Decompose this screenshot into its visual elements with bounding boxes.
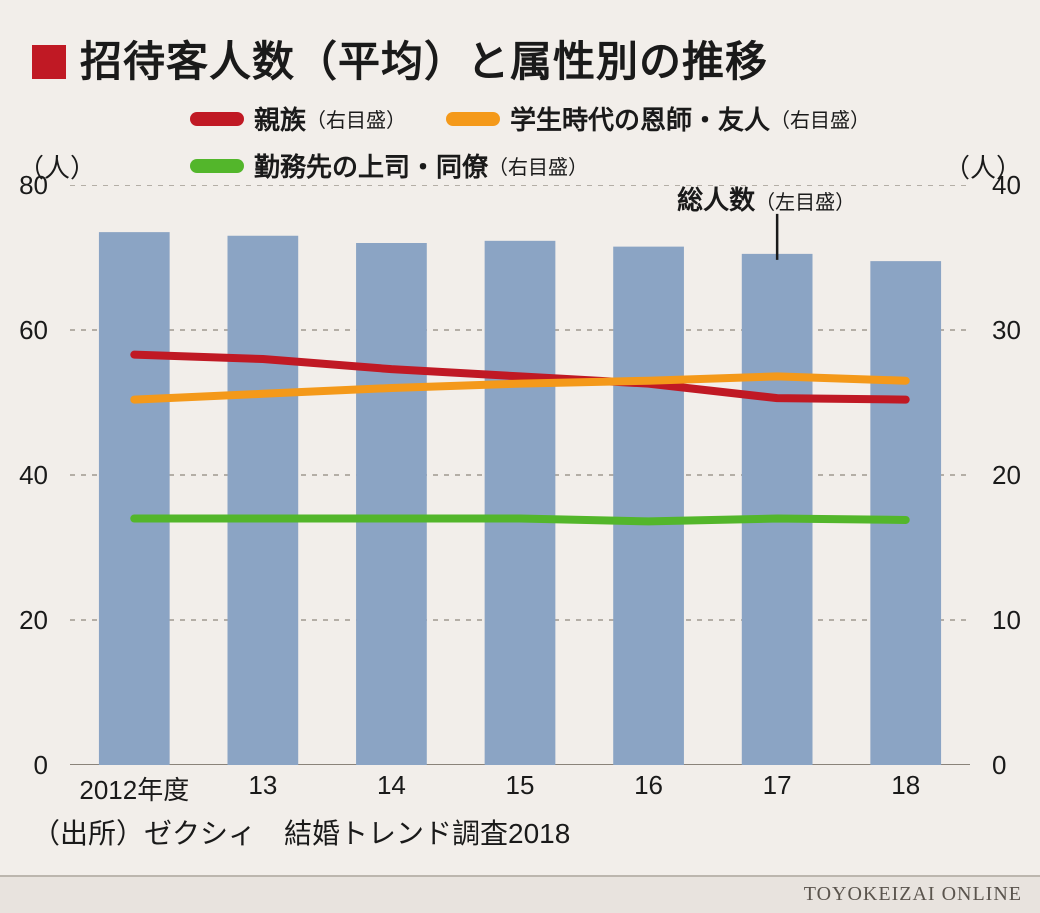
legend-item: 学生時代の恩師・友人（右目盛） (446, 100, 870, 137)
y-right-tick: 0 (992, 750, 1040, 781)
page: 招待客人数（平均）と属性別の推移 親族（右目盛）学生時代の恩師・友人（右目盛）勤… (0, 0, 1040, 913)
bar-annotation-label: 総人数 (677, 185, 755, 215)
legend-label: 親族 (254, 100, 306, 137)
chart-svg (70, 185, 970, 765)
bar-annotation-note: （左目盛） (755, 192, 855, 214)
x-tick: 18 (891, 770, 920, 801)
right-axis-labels: 010203040 (980, 185, 1040, 765)
bar-annotation: 総人数（左目盛） (677, 180, 855, 217)
y-left-tick: 0 (0, 750, 48, 781)
x-tick: 2012年度 (79, 770, 189, 807)
left-axis-labels: 020406080 (0, 185, 60, 765)
legend-swatch-icon (446, 112, 500, 126)
legend-note: （右目盛） (306, 104, 406, 133)
chart-area (70, 185, 970, 765)
legend-item: 勤務先の上司・同僚（右目盛） (190, 147, 588, 184)
legend-note: （右目盛） (770, 104, 870, 133)
chart-title-row: 招待客人数（平均）と属性別の推移 (32, 28, 768, 89)
legend-swatch-icon (190, 159, 244, 173)
legend-label: 学生時代の恩師・友人 (510, 100, 770, 137)
y-right-tick: 30 (992, 315, 1040, 346)
y-left-tick: 80 (0, 170, 48, 201)
chart-title: 招待客人数（平均）と属性別の推移 (80, 28, 768, 89)
x-tick: 13 (248, 770, 277, 801)
x-tick: 16 (634, 770, 663, 801)
legend-label: 勤務先の上司・同僚 (254, 147, 488, 184)
x-tick: 15 (506, 770, 535, 801)
x-axis-labels: 2012年度 13 14 15 16 17 18 (70, 770, 970, 810)
title-square-icon (32, 45, 66, 79)
y-right-tick: 40 (992, 170, 1040, 201)
x-tick: 14 (377, 770, 406, 801)
y-left-tick: 20 (0, 605, 48, 636)
x-tick: 17 (763, 770, 792, 801)
source-text: （出所）ゼクシィ 結婚トレンド調査2018 (32, 812, 570, 852)
footer-brand: TOYOKEIZAI ONLINE (804, 883, 1022, 906)
y-right-tick: 10 (992, 605, 1040, 636)
legend-swatch-icon (190, 112, 244, 126)
y-left-tick: 40 (0, 460, 48, 491)
legend-note: （右目盛） (488, 151, 588, 180)
y-left-tick: 60 (0, 315, 48, 346)
legend-item: 親族（右目盛） (190, 100, 406, 137)
footer-bar: TOYOKEIZAI ONLINE (0, 875, 1040, 913)
y-right-tick: 20 (992, 460, 1040, 491)
